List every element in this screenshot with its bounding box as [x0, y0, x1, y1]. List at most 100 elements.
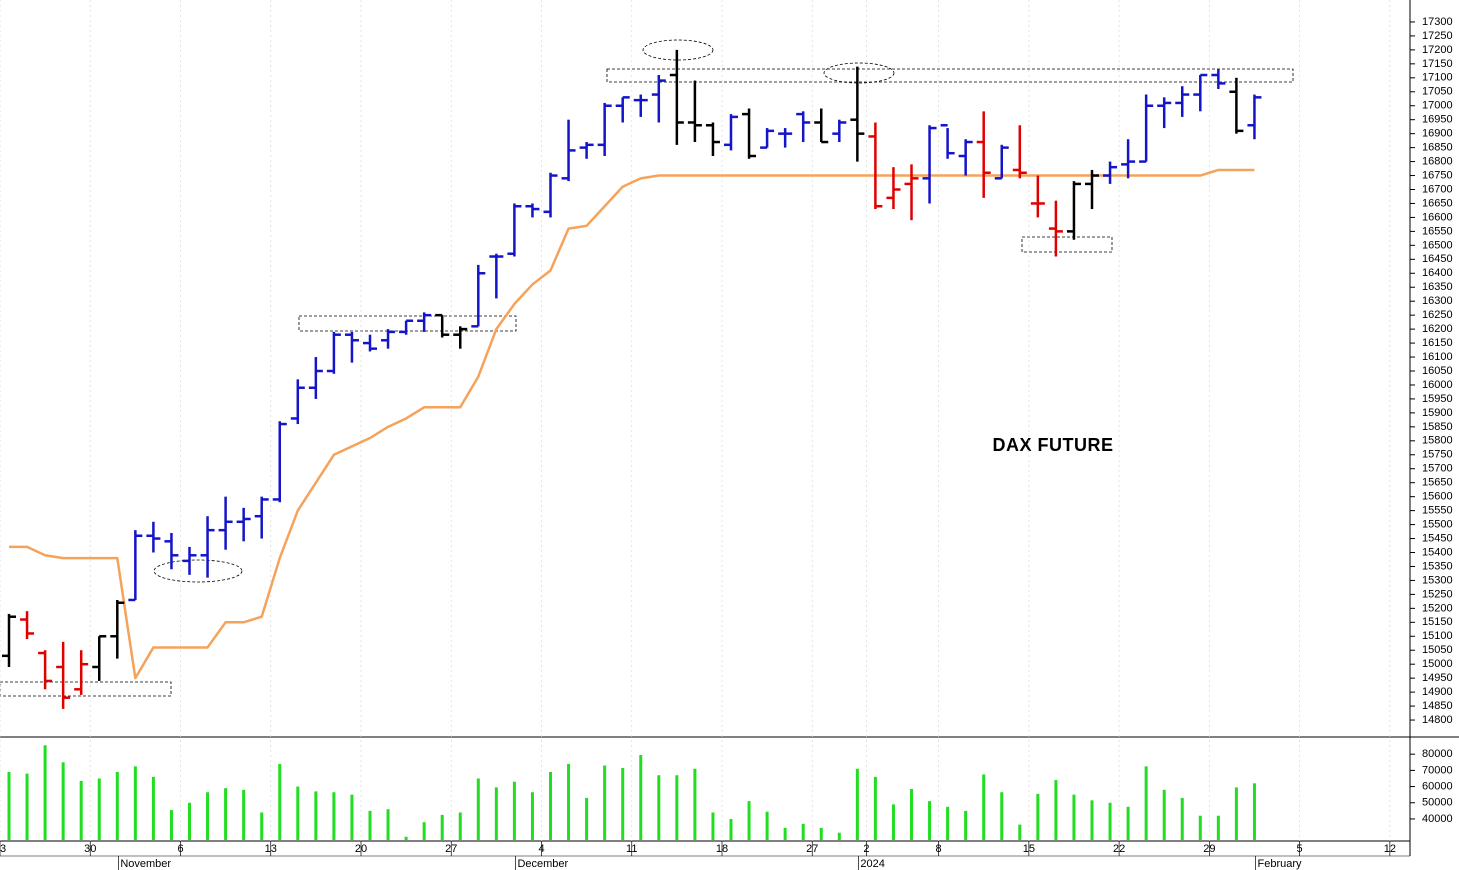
volume-bar: [1000, 792, 1004, 840]
volume-bar: [350, 794, 354, 840]
volume-bar: [1018, 824, 1022, 840]
y-tick-label: 15200: [1422, 602, 1453, 614]
y-tick-label: 15250: [1422, 588, 1453, 600]
resistance-box: [606, 68, 1294, 83]
y-tick-label: 16500: [1422, 239, 1453, 251]
volume-bar: [747, 801, 751, 840]
y-tick-label: 16000: [1422, 379, 1453, 391]
y-tick-label: 14850: [1422, 700, 1453, 712]
y-tick-label: 70000: [1422, 764, 1453, 776]
volume-bar: [512, 781, 516, 840]
y-tick-label: 15700: [1422, 463, 1453, 475]
volume-bar: [675, 775, 679, 840]
x-tick-label: 18: [716, 843, 728, 855]
x-tick-label: 8: [936, 843, 942, 855]
volume-bar: [332, 792, 336, 840]
y-tick-label: 15350: [1422, 560, 1453, 572]
volume-bar: [1144, 766, 1148, 840]
volume-bar: [711, 812, 715, 840]
volume-bar: [1054, 780, 1058, 840]
volume-bar: [549, 772, 552, 840]
volume-bar: [855, 768, 859, 840]
volume-bar: [567, 763, 571, 840]
volume-bar: [928, 801, 932, 840]
y-tick-label: 16950: [1422, 114, 1453, 126]
x-tick-label: 5: [1297, 843, 1303, 855]
x-tick-label: 30: [84, 843, 96, 855]
volume-bar: [639, 755, 643, 840]
x-tick-label: 11: [626, 843, 637, 855]
y-tick-label: 15150: [1422, 616, 1453, 628]
volume-bar: [1072, 794, 1076, 840]
x-tick-label: 4: [538, 843, 544, 855]
y-tick-label: 16150: [1422, 337, 1453, 349]
y-tick-label: 15650: [1422, 477, 1453, 489]
volume-bar: [296, 786, 300, 840]
y-tick-label: 16700: [1422, 183, 1453, 195]
y-tick-label: 16350: [1422, 281, 1453, 293]
y-tick-label: 16550: [1422, 225, 1453, 237]
chart-title: DAX FUTURE: [993, 435, 1114, 455]
x-tick-label: 22: [1113, 843, 1125, 855]
volume-bar: [585, 797, 589, 840]
volume-bar: [819, 827, 823, 840]
volume-bar: [1108, 802, 1112, 840]
y-tick-label: 16450: [1422, 253, 1453, 265]
y-tick-label: 15850: [1422, 421, 1453, 433]
volume-bar: [386, 809, 390, 840]
volume-bar: [1216, 815, 1220, 840]
month-label: February: [1258, 858, 1303, 870]
volume-bar: [765, 811, 769, 840]
volume-bar: [494, 787, 498, 840]
y-tick-label: 15600: [1422, 491, 1453, 503]
highlight-ellipse: [642, 39, 714, 61]
volume-bar: [25, 773, 29, 840]
volume-bar: [873, 776, 877, 840]
y-tick-label: 15750: [1422, 449, 1453, 461]
y-tick-label: 16750: [1422, 169, 1453, 181]
y-tick-label: 15900: [1422, 407, 1453, 419]
month-label: November: [120, 858, 171, 870]
y-tick-label: 16600: [1422, 211, 1453, 223]
x-tick-label: 20: [355, 843, 367, 855]
volume-bar: [133, 766, 137, 840]
x-tick-label: 2: [863, 843, 869, 855]
y-tick-label: 15000: [1422, 658, 1453, 670]
volume-bar: [1126, 806, 1130, 840]
support-box: [0, 681, 172, 697]
volume-bar: [151, 776, 155, 840]
volume-bar: [404, 836, 408, 840]
y-tick-label: 17300: [1422, 16, 1453, 28]
y-tick-label: 60000: [1422, 780, 1453, 792]
x-tick-label: 12: [1384, 843, 1396, 855]
x-tick-label: 23: [0, 843, 6, 855]
y-tick-label: 16300: [1422, 295, 1453, 307]
y-tick-label: 15800: [1422, 435, 1453, 447]
volume-bar: [1090, 800, 1094, 840]
volume-bar: [891, 804, 895, 840]
volume-bar: [729, 818, 733, 840]
annotations: [0, 39, 1294, 697]
y-tick-label: 40000: [1422, 813, 1453, 825]
y-tick-label: 17100: [1422, 72, 1453, 84]
highlight-ellipse: [823, 62, 895, 84]
y-tick-label: 14950: [1422, 672, 1453, 684]
volume-bar: [368, 810, 372, 840]
volume-bar: [224, 788, 228, 840]
highlight-ellipse: [153, 559, 243, 583]
volume-bar: [97, 778, 101, 840]
y-tick-label: 15500: [1422, 518, 1453, 530]
volume-bar: [1198, 815, 1202, 840]
volume-bar: [458, 812, 462, 840]
line-series: [9, 168, 1255, 680]
x-tick-label: 6: [177, 843, 183, 855]
resistance-box: [298, 315, 517, 332]
y-tick-label: 16650: [1422, 197, 1453, 209]
y-tick-label: 14900: [1422, 686, 1453, 698]
y-tick-label: 50000: [1422, 797, 1453, 809]
y-tick-label: 16850: [1422, 142, 1453, 154]
volume-bar: [1180, 797, 1184, 840]
volume-bar: [206, 792, 210, 840]
volume-bar: [783, 827, 787, 840]
